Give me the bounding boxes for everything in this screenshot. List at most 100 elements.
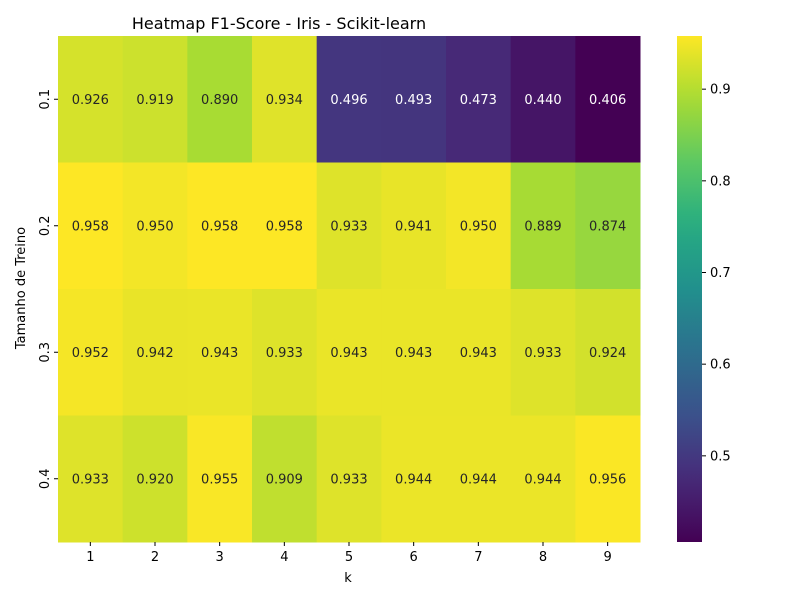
colorbar: 0.5 0.6 0.7 0.8 0.9 [677,36,731,542]
cell-value-label: 0.958 [201,219,238,234]
cell-value-label: 0.943 [395,346,432,361]
cell-value-label: 0.933 [72,472,109,487]
cell-value-label: 0.943 [460,346,497,361]
x-tick-label: 5 [345,550,353,565]
heatmap-cell [381,289,447,416]
heatmap-cells [58,36,641,543]
x-tick-label: 2 [151,550,159,565]
heatmap-cell [575,162,641,290]
heatmap-cell [252,289,318,416]
heatmap-cell [446,162,512,290]
heatmap-cell [58,415,124,543]
cell-value-label: 0.933 [330,219,367,234]
cell-value-label: 0.943 [201,346,238,361]
cell-value-label: 0.958 [266,219,303,234]
cell-value-label: 0.942 [136,346,173,361]
cell-value-label: 0.406 [589,93,626,108]
heatmap-cell [446,36,512,163]
heatmap-cell [122,162,188,290]
x-tick-label: 9 [604,550,612,565]
cell-value-label: 0.919 [136,93,173,108]
cell-value-label: 0.950 [136,219,173,234]
cell-value-label: 0.496 [330,93,367,108]
colorbar-tick-label: 0.5 [710,449,731,464]
x-tick-label: 6 [410,550,418,565]
cell-value-label: 0.493 [395,93,432,108]
heatmap-cell [122,415,188,543]
chart-title: Heatmap F1-Score - Iris - Scikit-learn [132,14,426,33]
heatmap-cell [58,289,124,416]
heatmap-cell [575,36,641,163]
heatmap-cell [316,415,382,543]
x-tick-label: 3 [216,550,224,565]
cell-value-label: 0.924 [589,346,626,361]
y-tick-label: 0.4 [38,468,53,489]
cell-value-label: 0.944 [460,472,497,487]
cell-value-label: 0.950 [460,219,497,234]
heatmap-cell [252,162,318,290]
x-axis-label: k [344,571,352,586]
cell-annotations: 0.926 0.919 0.890 0.934 0.496 0.493 0.473 0.440… [72,93,627,488]
x-tick-label: 7 [474,550,482,565]
cell-value-label: 0.934 [266,93,303,108]
cell-value-label: 0.952 [72,346,109,361]
cell-value-label: 0.944 [524,472,561,487]
cell-value-label: 0.440 [524,93,561,108]
heatmap-cell [381,415,447,543]
x-tick-label: 1 [86,550,94,565]
heatmap-cell [316,162,382,290]
heatmap-cell [58,162,124,290]
cell-value-label: 0.944 [395,472,432,487]
cell-value-label: 0.889 [524,219,561,234]
cell-value-label: 0.955 [201,472,238,487]
cell-value-label: 0.958 [72,219,109,234]
heatmap-cell [187,415,253,543]
y-tick-label: 0.2 [38,215,53,236]
cell-value-label: 0.874 [589,219,626,234]
y-axis-label: Tamanho de Treino [14,227,29,350]
x-tick-label: 8 [539,550,547,565]
cell-value-label: 0.943 [330,346,367,361]
heatmap-cell [122,36,188,163]
heatmap-cell [510,162,576,290]
heatmap-cell [252,36,318,163]
cell-value-label: 0.890 [201,93,238,108]
heatmap-cell [510,415,576,543]
heatmap-cell [122,289,188,416]
colorbar-tick-label: 0.7 [710,266,731,281]
cell-value-label: 0.473 [460,93,497,108]
colorbar-tick-label: 0.8 [710,174,731,189]
heatmap-cell [446,289,512,416]
cell-value-label: 0.926 [72,93,109,108]
heatmap-cell [187,289,253,416]
x-axis: 1 2 3 4 5 6 7 8 9 [86,542,612,565]
x-tick-label: 4 [280,550,288,565]
heatmap-cell [58,36,124,163]
heatmap-cell [510,289,576,416]
heatmap-cell [316,289,382,416]
heatmap-cell [446,415,512,543]
y-axis: 0.1 0.2 0.3 0.4 [38,89,58,489]
cell-value-label: 0.933 [266,346,303,361]
colorbar-gradient [677,36,702,542]
y-tick-label: 0.3 [38,342,53,363]
heatmap-cell [187,36,253,163]
cell-value-label: 0.956 [589,472,626,487]
colorbar-tick-label: 0.6 [710,358,731,373]
cell-value-label: 0.909 [266,472,303,487]
heatmap-cell [381,162,447,290]
heatmap-cell [316,36,382,163]
y-tick-label: 0.1 [38,89,53,110]
colorbar-tick-label: 0.9 [710,83,731,98]
cell-value-label: 0.920 [136,472,173,487]
heatmap-cell [575,289,641,416]
cell-value-label: 0.933 [524,346,561,361]
heatmap-cell [575,415,641,543]
cell-value-label: 0.941 [395,219,432,234]
heatmap-cell [381,36,447,163]
heatmap-cell [510,36,576,163]
heatmap-cell [187,162,253,290]
cell-value-label: 0.933 [330,472,367,487]
